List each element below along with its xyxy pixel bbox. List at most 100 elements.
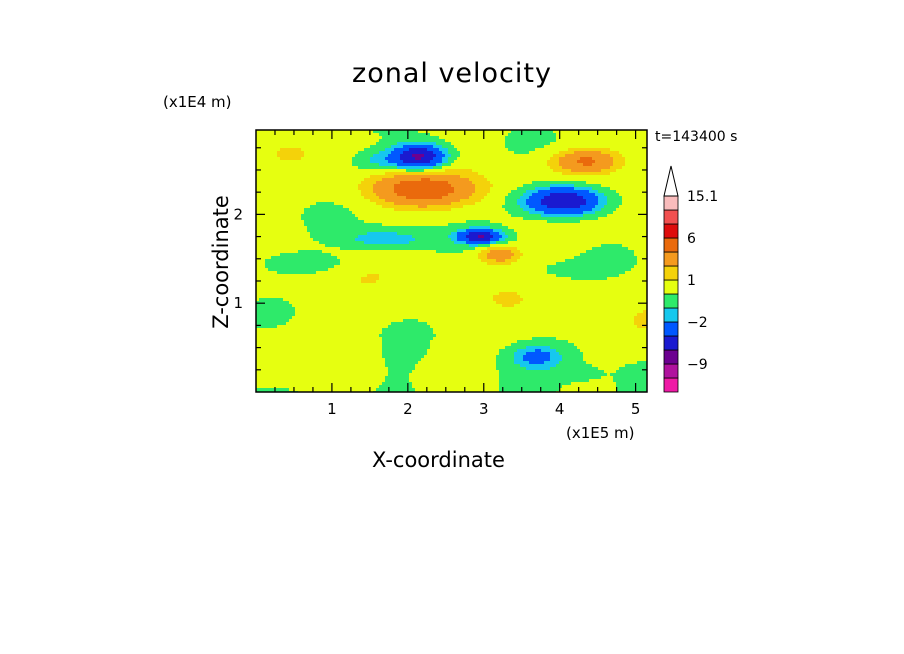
field-cell	[487, 226, 490, 229]
field-cell	[352, 133, 355, 136]
field-cell	[622, 163, 625, 166]
field-cell	[562, 202, 565, 205]
field-cell	[424, 160, 427, 163]
field-cell	[412, 190, 415, 193]
field-cell	[427, 148, 430, 151]
field-cell	[508, 184, 511, 187]
field-cell	[322, 217, 325, 220]
field-cell	[433, 199, 436, 202]
field-cell	[475, 166, 478, 169]
field-cell	[625, 160, 628, 163]
field-cell	[385, 193, 388, 196]
field-cell	[601, 172, 604, 175]
field-cell	[343, 223, 346, 226]
field-cell	[571, 217, 574, 220]
field-cell	[439, 208, 442, 211]
field-cell	[289, 199, 292, 202]
field-cell	[424, 145, 427, 148]
field-cell	[334, 220, 337, 223]
field-cell	[475, 169, 478, 172]
field-cell	[568, 235, 571, 238]
field-cell	[358, 151, 361, 154]
field-cell	[604, 211, 607, 214]
field-cell	[523, 184, 526, 187]
field-cell	[295, 148, 298, 151]
field-cell	[625, 178, 628, 181]
field-cell	[571, 175, 574, 178]
field-cell	[292, 145, 295, 148]
field-cell	[256, 223, 259, 226]
field-cell	[502, 223, 505, 226]
field-cell	[610, 175, 613, 178]
field-cell	[265, 166, 268, 169]
field-cell	[283, 187, 286, 190]
field-cell	[280, 199, 283, 202]
field-cell	[598, 169, 601, 172]
field-cell	[490, 181, 493, 184]
field-cell	[427, 145, 430, 148]
field-cell	[418, 169, 421, 172]
field-cell	[613, 136, 616, 139]
field-cell	[304, 232, 307, 235]
field-cell	[319, 154, 322, 157]
field-cell	[625, 151, 628, 154]
field-cell	[490, 187, 493, 190]
field-cell	[397, 193, 400, 196]
field-cell	[496, 133, 499, 136]
field-cell	[595, 154, 598, 157]
field-cell	[631, 151, 634, 154]
field-cell	[409, 172, 412, 175]
field-cell	[430, 157, 433, 160]
field-cell	[406, 199, 409, 202]
field-cell	[496, 208, 499, 211]
field-cell	[580, 133, 583, 136]
field-cell	[550, 163, 553, 166]
field-cell	[319, 133, 322, 136]
field-cell	[637, 181, 640, 184]
field-cell	[589, 235, 592, 238]
field-cell	[601, 157, 604, 160]
field-cell	[346, 178, 349, 181]
field-cell	[622, 154, 625, 157]
field-cell	[409, 154, 412, 157]
field-cell	[544, 190, 547, 193]
field-cell	[502, 202, 505, 205]
field-cell	[574, 238, 577, 241]
field-cell	[496, 232, 499, 235]
field-cell	[619, 226, 622, 229]
field-cell	[385, 190, 388, 193]
field-cell	[457, 130, 460, 133]
field-cell	[598, 181, 601, 184]
field-cell	[286, 226, 289, 229]
field-cell	[619, 205, 622, 208]
field-cell	[523, 193, 526, 196]
field-cell	[511, 142, 514, 145]
field-cell	[640, 229, 643, 232]
field-cell	[424, 238, 427, 241]
field-cell	[562, 220, 565, 223]
field-cell	[427, 235, 430, 238]
field-cell	[382, 193, 385, 196]
field-cell	[583, 178, 586, 181]
field-cell	[643, 211, 646, 214]
field-cell	[481, 184, 484, 187]
field-cell	[397, 214, 400, 217]
field-cell	[340, 166, 343, 169]
field-cell	[352, 229, 355, 232]
field-cell	[538, 229, 541, 232]
field-cell	[403, 199, 406, 202]
field-cell	[544, 196, 547, 199]
field-cell	[334, 139, 337, 142]
field-cell	[439, 142, 442, 145]
field-cell	[322, 130, 325, 133]
field-cell	[286, 205, 289, 208]
field-cell	[493, 232, 496, 235]
field-cell	[331, 214, 334, 217]
field-cell	[466, 160, 469, 163]
field-cell	[409, 211, 412, 214]
field-cell	[343, 184, 346, 187]
field-cell	[283, 241, 286, 244]
field-cell	[274, 217, 277, 220]
field-cell	[538, 145, 541, 148]
field-cell	[406, 148, 409, 151]
